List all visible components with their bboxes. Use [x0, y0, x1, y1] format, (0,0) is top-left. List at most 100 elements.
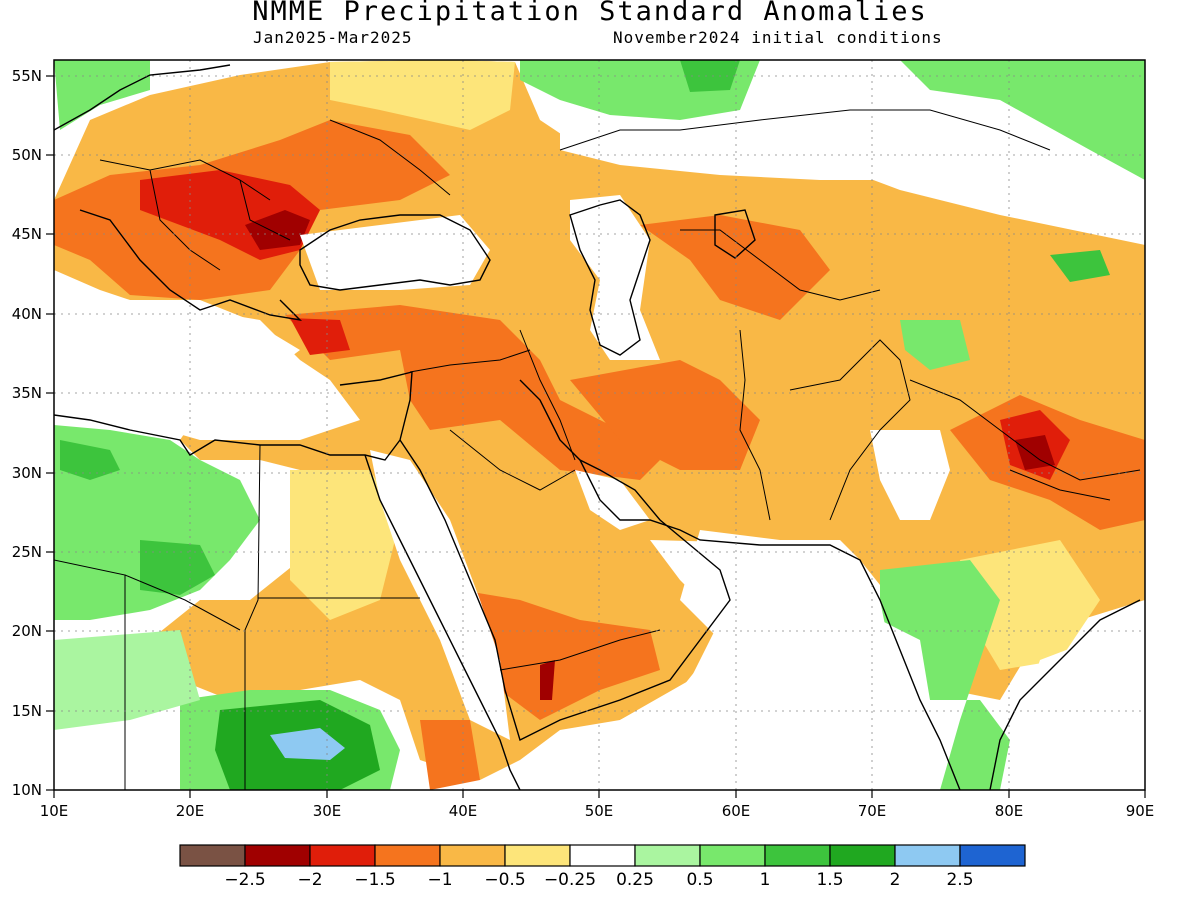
lon-label: 60E — [722, 802, 751, 820]
colorbar-label: −1.5 — [354, 870, 395, 890]
colorbar — [179, 844, 1026, 867]
colorbar-swatch — [894, 844, 961, 867]
coastline-europe-north — [54, 64, 231, 131]
coastline-red-sea-west — [364, 454, 521, 790]
wet-region-siberia-east — [900, 60, 1145, 180]
dry-region-egypt-sudan — [420, 720, 480, 790]
dry-region-iran — [570, 360, 760, 470]
lon-label: 90E — [1126, 802, 1155, 820]
coastline-gulf — [579, 459, 761, 546]
coastline-caspian — [569, 199, 651, 356]
wet-region-ethiopia-light — [54, 630, 200, 730]
dry-region-arabia-south — [460, 590, 660, 720]
colorbar-swatch — [439, 844, 506, 867]
graticule — [54, 60, 1145, 790]
colorbar-label: 1 — [760, 870, 771, 890]
longitude-labels: 10E 20E 30E 40E 50E 60E 70E 80E 90E — [40, 802, 1155, 820]
lat-label: 20N — [12, 622, 42, 640]
lat-label: 50N — [12, 146, 42, 164]
border-iraq-saudi — [449, 429, 576, 491]
colorbar-swatch — [764, 844, 831, 867]
colorbar-swatch — [699, 844, 766, 867]
lon-label: 40E — [449, 802, 478, 820]
colorbar-label: 2.5 — [946, 870, 973, 890]
wet-region-sudan-peak — [270, 728, 345, 760]
border-iran-iraq — [519, 329, 576, 461]
neutral-pakistan — [870, 430, 950, 520]
lat-label: 35N — [12, 384, 42, 402]
colorbar-label: −0.25 — [544, 870, 596, 890]
border-iran-afghanistan — [739, 329, 771, 521]
coastline-arabia — [399, 379, 731, 741]
coastline-italy-balkans — [79, 209, 303, 322]
border-kazakhstan — [559, 109, 1051, 151]
colorbar-swatch — [569, 844, 636, 867]
neutral-black-sea — [300, 215, 490, 290]
dry-region-tibet-core — [1015, 435, 1055, 470]
border-turkey-syria — [409, 349, 531, 373]
wet-region-siberia-west — [54, 60, 150, 130]
wet-region-south-india — [880, 560, 1010, 790]
dry-region-pale-arabia — [290, 470, 400, 620]
lon-label: 30E — [313, 802, 342, 820]
anomaly-fields — [54, 60, 1145, 790]
colorbar-swatch — [829, 844, 896, 867]
wet-region-mongolia — [1050, 250, 1110, 282]
wet-region-russia-north-core — [680, 60, 740, 92]
border-uzbekistan — [680, 229, 881, 301]
latitude-labels: 55N 50N 45N 40N 35N 30N 25N 20N 15N 10N — [12, 67, 42, 799]
colorbar-label: 2 — [890, 870, 901, 890]
neutral-bay-of-bengal — [1010, 620, 1145, 790]
colorbar-label: −0.5 — [484, 870, 525, 890]
lat-label: 25N — [12, 543, 42, 561]
dry-region-central-asia — [640, 215, 830, 320]
lat-label: 30N — [12, 464, 42, 482]
border-afghanistan-pakistan — [789, 339, 911, 521]
lon-label: 80E — [995, 802, 1024, 820]
wet-region-libya-core — [140, 540, 215, 595]
tick-marks — [46, 75, 1146, 798]
initial-conditions: November2024 initial conditions — [613, 28, 943, 47]
border-libya-egypt — [244, 444, 261, 790]
colorbar-swatch — [959, 844, 1026, 867]
border-saudi-yemen — [499, 629, 661, 671]
dry-region-romania-core — [245, 210, 310, 250]
colorbar-label: −2.5 — [224, 870, 265, 890]
wet-region-north-africa-core — [60, 440, 120, 480]
lat-label: 55N — [12, 67, 42, 85]
neutral-gulf — [575, 470, 650, 530]
colorbar-label: 1.5 — [816, 870, 843, 890]
colorbar-swatch — [309, 844, 376, 867]
country-borders — [54, 109, 1141, 790]
colorbar-label: 0.25 — [616, 870, 654, 890]
colorbar-label: 0.5 — [686, 870, 713, 890]
border-europe-interior — [99, 159, 291, 271]
map-title: NMME Precipitation Standard Anomalies — [252, 0, 928, 27]
colorbar-label: −1 — [427, 870, 452, 890]
colorbar-swatch — [634, 844, 701, 867]
colorbar-label: −2 — [297, 870, 322, 890]
neutral-kazakhstan — [560, 110, 960, 180]
lat-label: 15N — [12, 702, 42, 720]
lat-label: 40N — [12, 305, 42, 323]
border-china-india — [909, 379, 1141, 481]
lon-label: 10E — [40, 802, 69, 820]
dry-region-pale-north — [330, 60, 515, 130]
lat-label: 10N — [12, 781, 42, 799]
colorbar-labels: −2.5 −2 −1.5 −1 −0.5 −0.25 0.25 0.5 1 1.5 2 2.5 — [224, 870, 973, 890]
border-sahara — [54, 559, 126, 790]
colorbar-swatch — [504, 844, 571, 867]
coastline-north-africa — [54, 371, 413, 461]
neutral-mediterranean — [54, 310, 360, 440]
colorbar-swatch — [179, 844, 246, 867]
colorbar-swatch — [374, 844, 441, 867]
coastline-india — [760, 544, 1141, 790]
forecast-period: Jan2025-Mar2025 — [253, 28, 413, 47]
dry-region-yemen-core — [540, 660, 555, 700]
neutral-arabian-sea — [560, 540, 930, 790]
wet-region-tarim — [900, 320, 970, 370]
border-india-nepal — [1009, 469, 1111, 501]
dry-region-anatolia-strong — [290, 318, 350, 355]
lon-label: 70E — [858, 802, 887, 820]
